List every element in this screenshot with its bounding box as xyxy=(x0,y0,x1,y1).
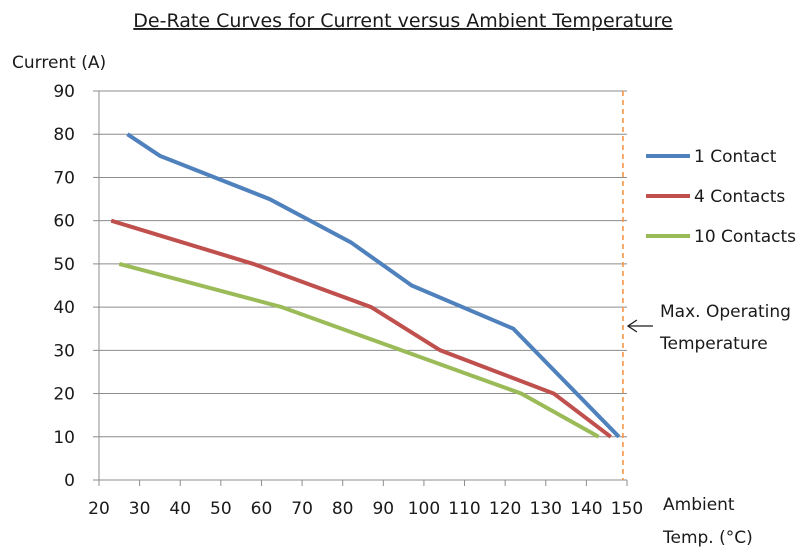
y-tick-label-30: 30 xyxy=(53,341,75,361)
y-tick-label-10: 10 xyxy=(53,428,75,448)
x-tick-label-90: 90 xyxy=(372,499,394,519)
x-tick-label-120: 120 xyxy=(489,499,521,519)
y-tick-label-0: 0 xyxy=(64,471,75,491)
series-lines xyxy=(110,132,621,439)
y-tick-label-80: 80 xyxy=(53,125,75,145)
x-axis-label-line-1: Ambient xyxy=(663,495,735,515)
y-tick-label-50: 50 xyxy=(53,255,75,275)
annotation-arrow-head xyxy=(626,319,638,333)
x-tick-label-40: 40 xyxy=(169,499,191,519)
legend-label-4-contacts: 4 Contacts xyxy=(694,187,785,207)
y-axis-label: Current (A) xyxy=(12,53,106,73)
x-tick-label-130: 130 xyxy=(530,499,562,519)
x-tick-label-140: 140 xyxy=(570,499,602,519)
max-temperature-marker xyxy=(622,91,653,480)
y-tick-label-90: 90 xyxy=(53,82,75,102)
gridlines xyxy=(99,90,627,438)
x-tick-labels: 20 30 40 50 60 70 80 90 100 110 120 130 140 150 xyxy=(88,499,643,519)
max-operating-annotation: Max. Operating Temperature xyxy=(659,302,791,354)
legend-label-1-contact: 1 Contact xyxy=(694,147,777,167)
x-tick-label-70: 70 xyxy=(291,499,313,519)
annotation-line-2: Temperature xyxy=(659,334,768,354)
legend: 1 Contact 4 Contacts 10 Contacts xyxy=(646,147,796,247)
x-tick-label-150: 150 xyxy=(611,499,643,519)
series-line-10-contacts xyxy=(118,261,600,439)
axes xyxy=(93,90,628,486)
annotation-line-1: Max. Operating xyxy=(660,302,791,322)
y-tick-labels: 0 10 20 30 40 50 60 70 80 90 xyxy=(53,82,75,491)
x-tick-label-110: 110 xyxy=(448,499,480,519)
x-tick-label-30: 30 xyxy=(129,499,151,519)
y-tick-label-70: 70 xyxy=(53,168,75,188)
x-tick-label-80: 80 xyxy=(332,499,354,519)
y-tick-label-20: 20 xyxy=(53,385,75,405)
chart-title: De-Rate Curves for Current versus Ambien… xyxy=(133,10,672,32)
x-tick-label-100: 100 xyxy=(408,499,440,519)
series-line-1-contact xyxy=(126,132,621,439)
x-tick-label-20: 20 xyxy=(88,499,110,519)
legend-label-10-contacts: 10 Contacts xyxy=(694,227,796,247)
x-axis-label-line-2: Temp. (°C) xyxy=(662,528,753,548)
y-tick-label-60: 60 xyxy=(53,212,75,232)
y-tick-label-40: 40 xyxy=(53,298,75,318)
x-tick-label-50: 50 xyxy=(210,499,232,519)
x-tick-label-60: 60 xyxy=(251,499,273,519)
series-line-4-contacts xyxy=(110,218,613,439)
